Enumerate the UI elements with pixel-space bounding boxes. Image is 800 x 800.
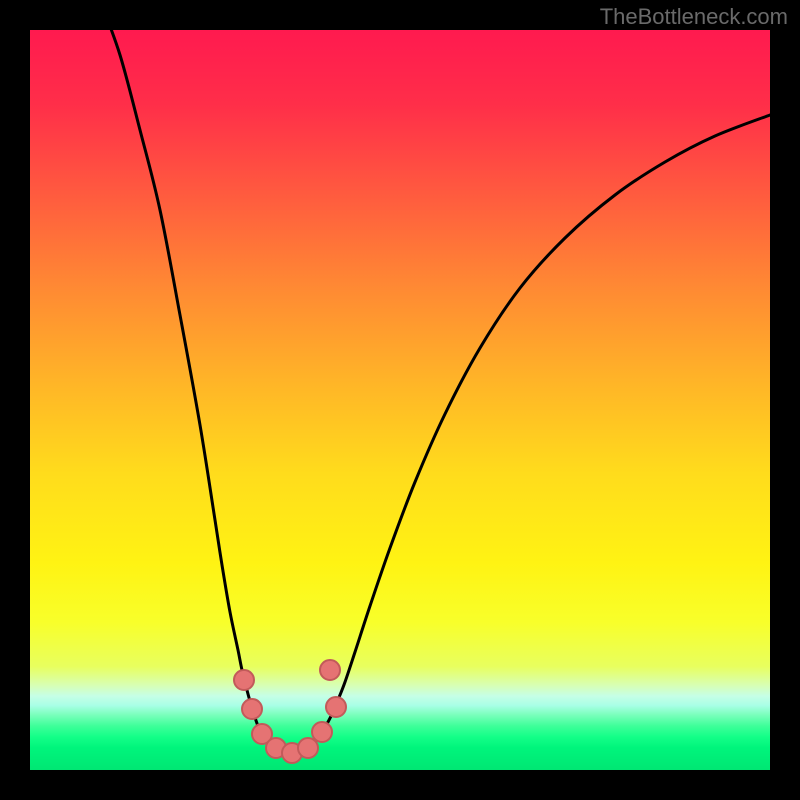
chart-container: TheBottleneck.com [0, 0, 800, 800]
curve-layer [30, 30, 770, 770]
marker-group [234, 660, 346, 763]
curve-marker [242, 699, 262, 719]
curve-marker [234, 670, 254, 690]
curve-marker [298, 738, 318, 758]
plot-area [30, 30, 770, 770]
curve-marker [312, 722, 332, 742]
bottleneck-curve [100, 30, 770, 754]
watermark-text: TheBottleneck.com [600, 4, 788, 30]
curve-marker [326, 697, 346, 717]
curve-marker [320, 660, 340, 680]
